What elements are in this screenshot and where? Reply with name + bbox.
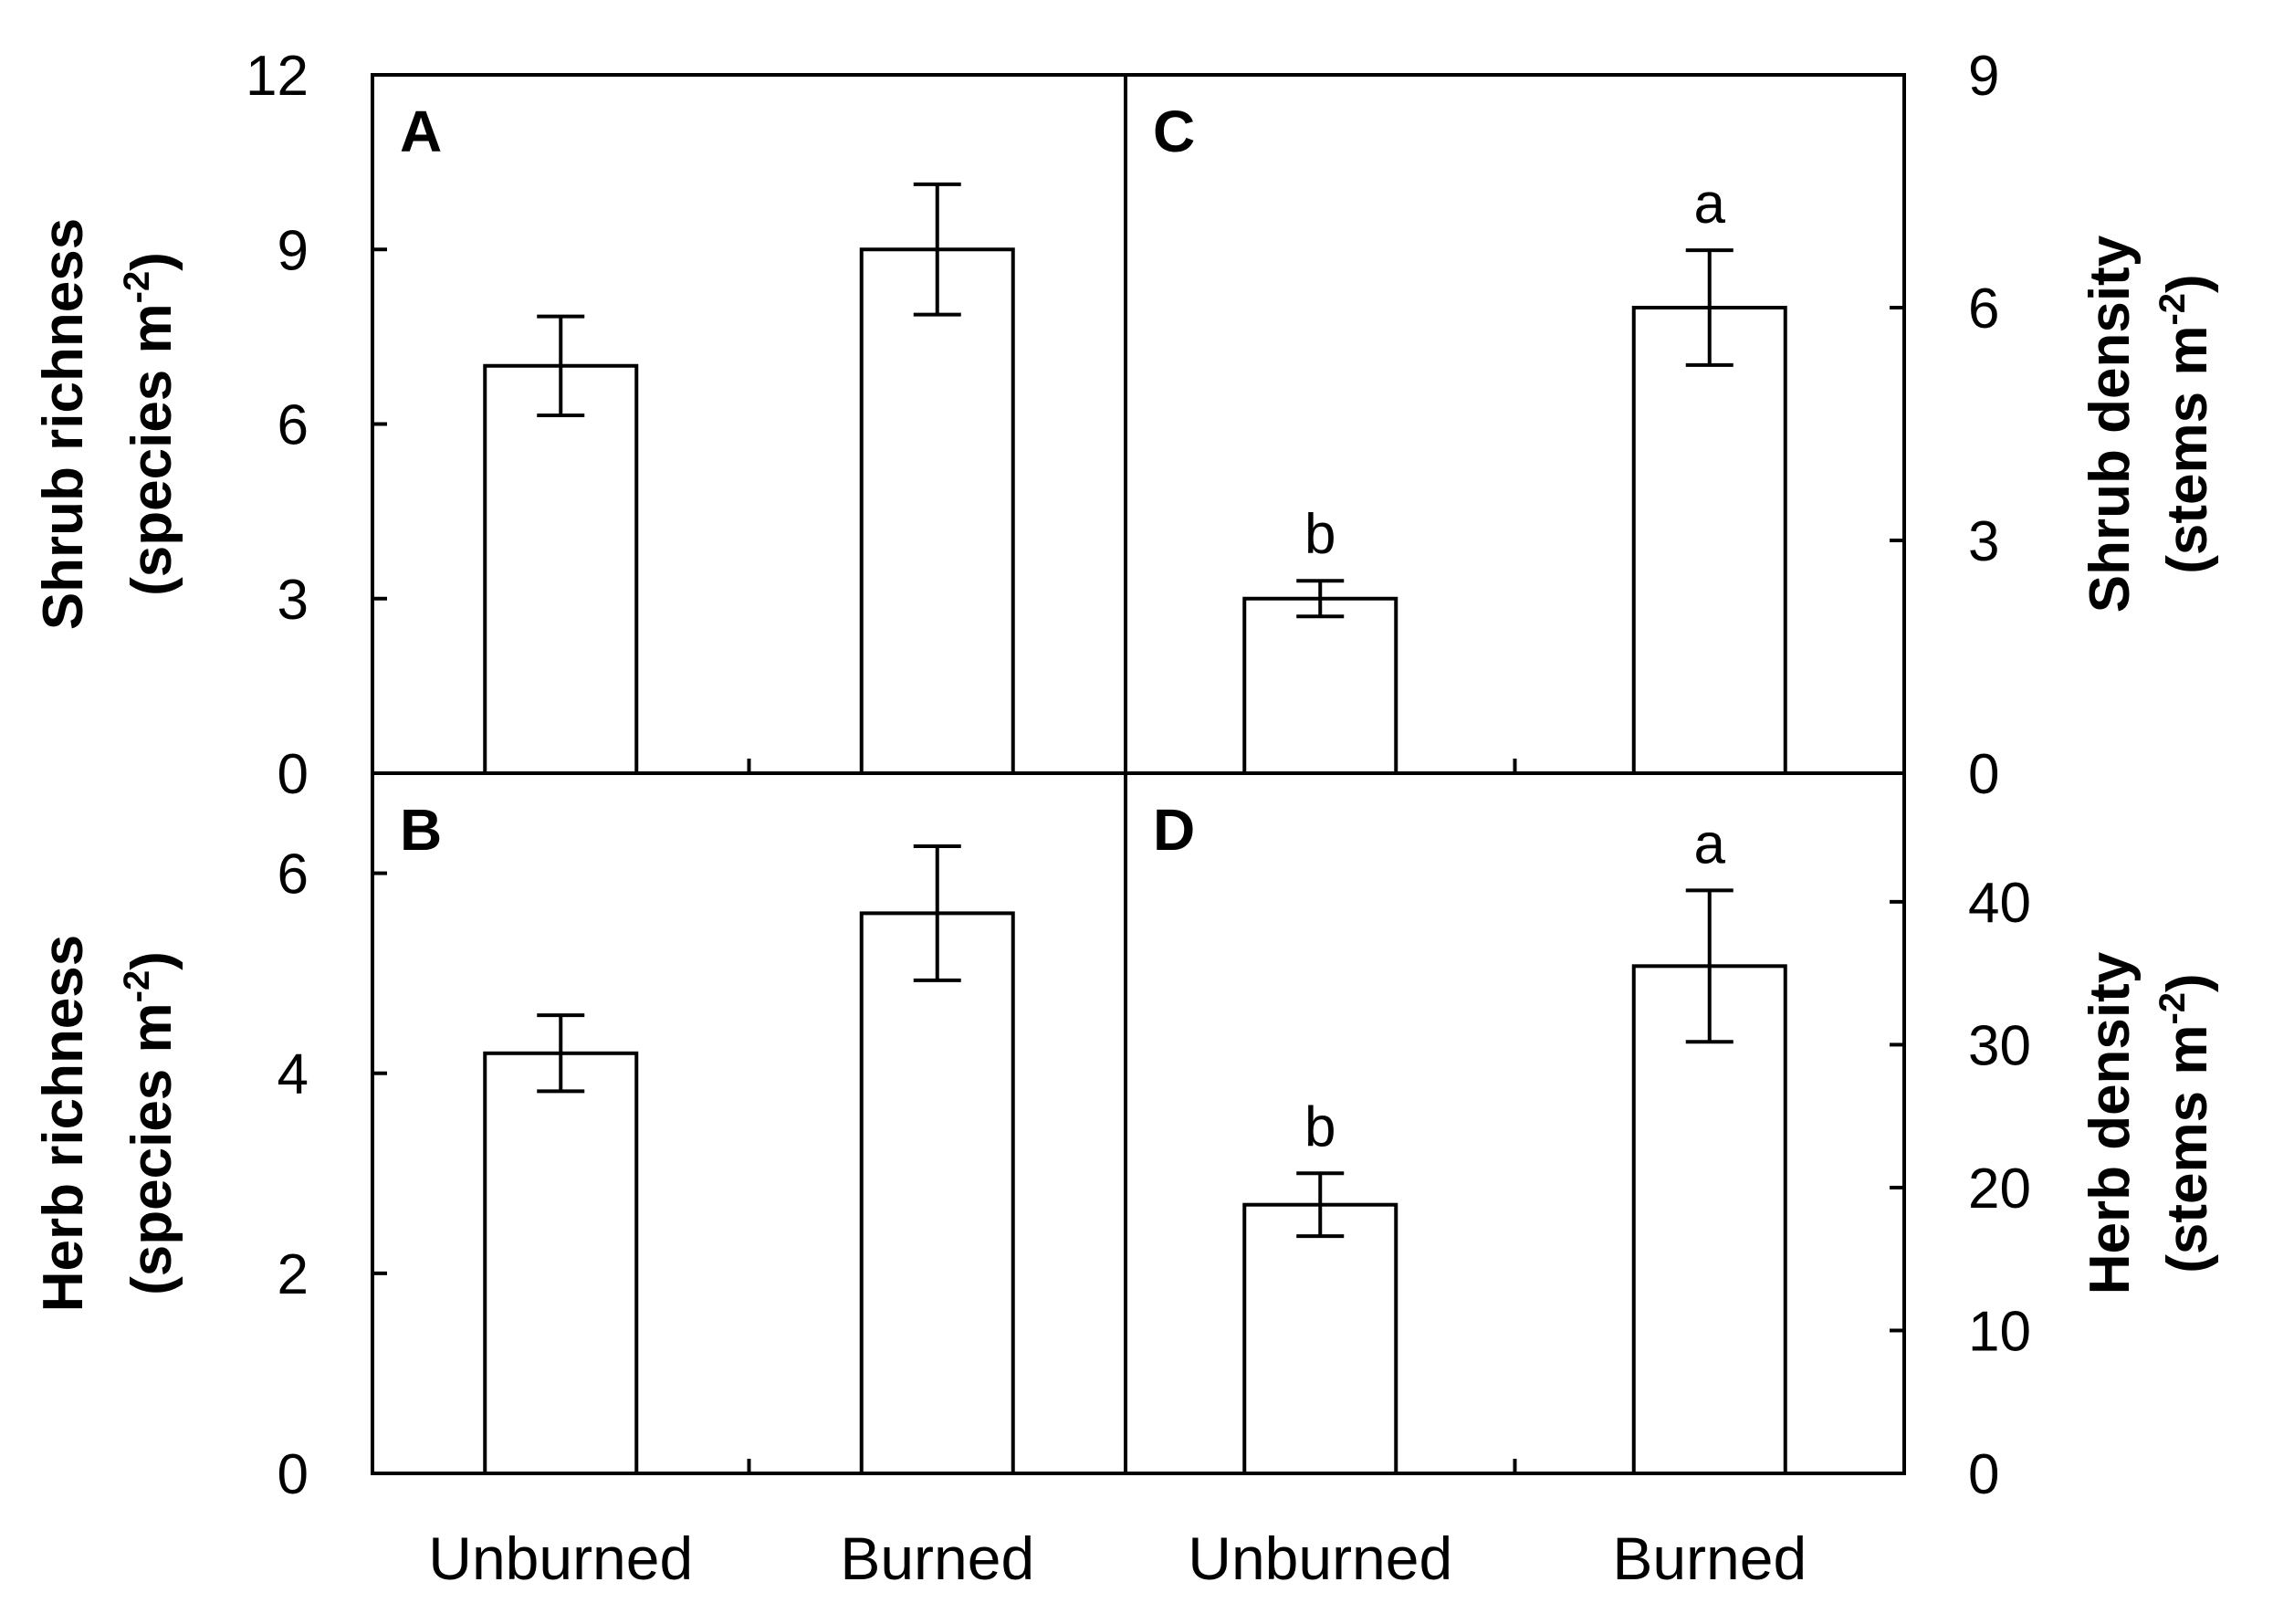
panel-c-frame [1124,73,1906,775]
panel-d-ylabel-superscript: -2 [2153,992,2193,1025]
panel-a-y-tick-label: 6 [278,394,309,457]
panel-c-y-tick-label: 0 [1968,743,1999,806]
panel-d-y-tick-label: 10 [1968,1300,2031,1363]
panel-d-y-tick-label: 0 [1968,1443,1999,1506]
panel-d-bar-burned [1631,964,1787,1475]
panel-c-ylabel: Shrub density [2079,235,2142,613]
panel-a-y-tick-label: 0 [278,743,309,806]
panel-a-ylabel-unit: (species m-2) [117,252,183,596]
panel-c-letter: C [1153,99,1195,164]
panel-c-bar-burned [1631,306,1787,775]
panel-d-frame [1124,771,1906,1475]
panel-b-ylabel: Herb richness [32,935,95,1313]
panel-c-ylabel-unit-text: (stems m [2156,326,2219,574]
panel-c-ylabel-close-paren: ) [2156,274,2219,293]
panel-d-y-tick-label: 40 [1968,872,2031,935]
panel-d-bar-unburned [1242,1202,1398,1475]
panel-b-ylabel-close-paren: ) [120,951,183,970]
panel-b-ylabel-superscript: -2 [117,970,157,1003]
panel-b-y-tick-label: 0 [278,1443,309,1506]
panel-a-bar-burned [859,247,1015,775]
panel-c-bar-unburned [1242,596,1398,775]
panel-a-letter: A [400,99,442,164]
panel-d-significance-burned: a [1694,812,1726,875]
panel-d-ylabel-unit: (stems m-2) [2153,973,2219,1273]
panel-a-ylabel-close-paren: ) [120,252,183,271]
panel-b-y-tick-label: 4 [278,1043,309,1106]
panel-c-ylabel-superscript: -2 [2153,293,2193,326]
panel-d-ylabel-unit-text: (stems m [2156,1025,2219,1273]
panel-a-y-tick-label: 12 [246,45,309,108]
panel-a-ylabel: Shrub richness [32,218,95,630]
panel-d-significance-unburned: b [1304,1095,1336,1158]
panel-a-bar-unburned [483,363,639,775]
panel-c-y-tick-label: 3 [1968,510,1999,573]
panel-b-bar-burned [859,911,1015,1475]
panel-c-y-tick-label: 9 [1968,45,1999,108]
panel-b-y-tick-label: 2 [278,1243,309,1306]
panel-b-category-label-burned: Burned [840,1524,1034,1592]
panel-a-y-tick-label: 9 [278,219,309,282]
panel-a-y-tick-label: 3 [278,569,309,632]
panel-b-bar-unburned [483,1051,639,1476]
panel-c-y-tick-label: 6 [1968,278,1999,341]
panel-d-ylabel: Herb density [2079,951,2142,1294]
panel-b-y-tick-label: 6 [278,843,309,906]
panel-d-category-label-burned: Burned [1612,1524,1807,1592]
panel-b-ylabel-unit: (species m-2) [117,951,183,1295]
panel-d-y-tick-label: 30 [1968,1014,2031,1077]
panel-a-ylabel-unit-text: (species m [120,303,183,596]
panel-c-ylabel-unit: (stems m-2) [2153,274,2219,573]
panel-b-letter: B [400,797,442,863]
panel-d-y-tick-label: 20 [1968,1158,2031,1221]
panel-d-category-label-unburned: Unburned [1188,1524,1452,1592]
panel-d-letter: D [1153,797,1195,863]
panel-b-ylabel-unit-text: (species m [120,1002,183,1295]
panel-c-significance-burned: a [1694,173,1726,236]
panel-d-ylabel-close-paren: ) [2156,973,2219,992]
panel-c-significance-unburned: b [1304,503,1336,566]
panel-a-ylabel-superscript: -2 [117,271,157,304]
panel-b-category-label-unburned: Unburned [428,1524,693,1592]
